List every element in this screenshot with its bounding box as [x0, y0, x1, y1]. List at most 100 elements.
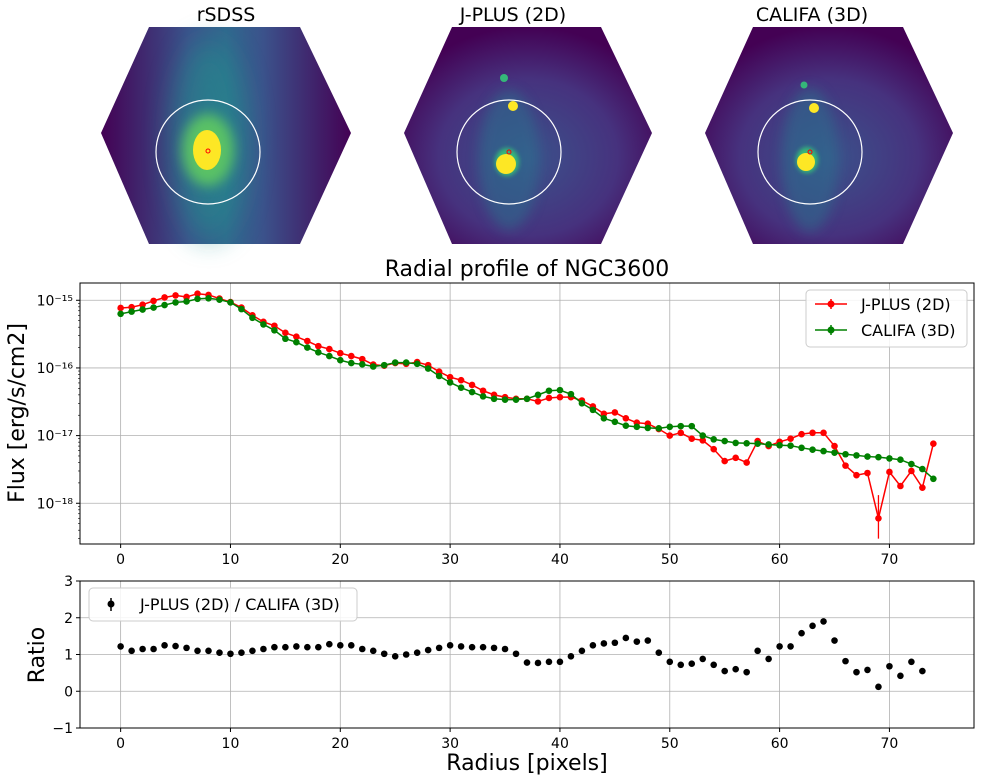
ratio-point — [413, 649, 421, 656]
data-point-califa — [150, 304, 157, 311]
data-point-jplus — [600, 410, 608, 418]
ratio-point — [666, 658, 674, 666]
data-point-jplus — [908, 467, 915, 475]
data-point-califa — [117, 310, 124, 318]
main-ticks: 0 10 20 30 40 50 60 70 10⁻¹⁸ 10⁻¹⁷ 10⁻¹⁶ 10⁻¹⁵ — [37, 293, 899, 568]
ratio-point — [644, 637, 652, 644]
tick-label-y: −1 — [52, 721, 73, 737]
tick-label-x: 50 — [661, 736, 679, 752]
aperture-circle — [155, 99, 261, 205]
data-point-califa — [161, 301, 168, 309]
data-point-jplus — [721, 457, 728, 465]
tick-label-x: 0 — [116, 736, 125, 752]
ratio-point — [886, 662, 893, 670]
ratio-point — [501, 645, 509, 653]
ratio-point — [776, 643, 783, 650]
data-point-califa — [864, 453, 871, 460]
data-point-califa — [523, 395, 531, 403]
ratio-point — [315, 643, 322, 651]
tick-label-x: 70 — [881, 552, 899, 568]
ratio-y-axis-label: Ratio — [25, 627, 50, 683]
data-point-califa — [919, 465, 926, 473]
ratio-point — [304, 643, 311, 651]
ratio-point — [578, 647, 586, 655]
ratio-point — [227, 650, 234, 658]
ratio-point — [589, 642, 597, 649]
data-point-califa — [172, 299, 179, 306]
ratio-point — [238, 649, 245, 656]
data-point-califa — [677, 422, 685, 430]
ratio-point — [633, 638, 641, 645]
data-point-califa — [380, 361, 388, 369]
ratio-point — [622, 634, 630, 642]
ratio-point — [183, 644, 190, 652]
ratio-point — [842, 657, 849, 665]
ratio-point — [216, 649, 223, 656]
data-point-jplus — [271, 322, 278, 330]
data-point-jplus — [897, 482, 904, 490]
radial-profile-chart: Radial profile of NGC3600 0 10 20 30 40 50 60 7… — [5, 257, 975, 568]
ratio-point — [446, 642, 454, 649]
data-point-jplus — [809, 429, 816, 437]
main-axes-frame — [79, 282, 975, 545]
tick-label-y: 2 — [64, 611, 73, 627]
data-point-califa — [908, 460, 915, 468]
data-point-califa — [183, 298, 190, 305]
data-point-califa — [216, 296, 223, 303]
data-point-califa — [545, 387, 553, 395]
ratio-point — [194, 647, 201, 655]
data-point-jplus — [710, 445, 718, 453]
ratio-point — [688, 660, 696, 667]
data-point-califa — [227, 299, 234, 306]
panel-rsdss: rSDSS — [101, 4, 351, 244]
data-point-califa — [457, 384, 465, 392]
tick-label-x: 10 — [222, 552, 240, 568]
data-point-jplus — [358, 355, 366, 363]
ratio-point — [172, 642, 179, 650]
tick-label-x: 40 — [551, 552, 569, 568]
data-point-jplus — [446, 373, 454, 381]
data-point-califa — [710, 436, 718, 443]
main-y-axis-label: Flux [erg/s/cm2] — [5, 323, 30, 503]
data-point-califa — [853, 452, 860, 459]
data-point-jplus — [336, 349, 344, 357]
data-point-jplus — [139, 301, 146, 309]
ratio-point — [249, 647, 256, 655]
ratio-point — [402, 651, 410, 658]
ratio-point — [358, 645, 366, 653]
data-point-jplus — [150, 297, 157, 305]
data-point-jplus — [688, 435, 696, 442]
data-point-califa — [435, 372, 443, 380]
ratio-point — [117, 643, 124, 650]
tick-label-x: 0 — [116, 552, 125, 568]
data-point-jplus — [611, 409, 619, 416]
data-point-califa — [688, 422, 696, 430]
data-point-jplus — [183, 293, 190, 301]
legend-label-jplus: J-PLUS (2D) — [860, 295, 951, 314]
ratio-point — [128, 647, 135, 655]
tick-label-y: 3 — [64, 574, 73, 590]
data-point-califa — [886, 455, 893, 462]
data-point-califa — [721, 437, 728, 445]
data-point-califa — [798, 444, 805, 452]
data-point-califa — [205, 294, 212, 302]
data-point-califa — [600, 415, 608, 422]
center-marker — [205, 148, 211, 154]
ratio-point — [853, 668, 860, 676]
ratio-point — [435, 644, 443, 652]
tick-label-y: 10⁻¹⁵ — [37, 293, 73, 309]
data-point-califa — [743, 439, 750, 447]
ratio-point — [567, 653, 575, 660]
aperture-circle — [456, 99, 562, 205]
data-point-califa — [358, 361, 366, 368]
ratio-point — [798, 629, 805, 637]
data-point-califa — [479, 393, 487, 400]
data-point-califa — [633, 423, 641, 431]
panel-title-califa: CALIFA (3D) — [756, 4, 868, 26]
ratio-axes-frame — [79, 580, 975, 729]
ratio-point — [699, 655, 707, 663]
ratio-point — [545, 658, 553, 666]
tick-label-x: 50 — [661, 552, 679, 568]
ratio-point — [490, 644, 498, 652]
aperture-circle — [757, 99, 863, 205]
